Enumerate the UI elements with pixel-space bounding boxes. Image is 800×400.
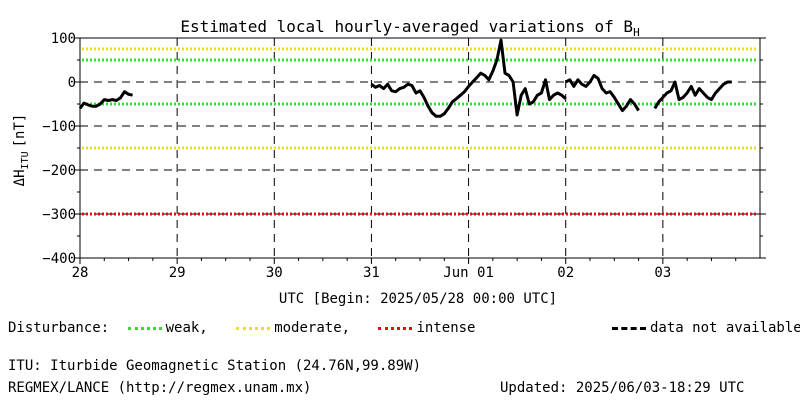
x-tick-label: 28: [72, 265, 89, 281]
legend-weak-label: weak,: [165, 320, 208, 336]
y-axis-label-unit: [nT]: [12, 114, 28, 148]
legend-intense-label: intense: [416, 320, 476, 336]
y-tick-label: −100: [42, 119, 76, 135]
x-tick-label: Jun 01: [443, 265, 494, 281]
intense-swatch: [378, 326, 413, 330]
legend: Disturbance: weak, moderate, intense: [8, 320, 798, 336]
x-tick-label: 03: [654, 265, 671, 281]
y-axis-label: ΔHITU [nT]: [12, 114, 31, 187]
data-line-segment-3: [564, 73, 640, 113]
data-line-segment-2: [370, 38, 567, 118]
moderate-swatch: [236, 326, 271, 330]
y-tick-label: −200: [42, 163, 76, 179]
legend-na: data not available.: [608, 320, 800, 336]
chart-title-main: Estimated local hourly-averaged variatio…: [180, 17, 633, 36]
x-tick-label: 02: [557, 265, 574, 281]
y-axis-label-main: ΔH: [12, 169, 28, 186]
legend-na-label: data not available.: [650, 320, 800, 336]
weak-swatch: [127, 326, 162, 330]
y-tick-label: −400: [42, 251, 76, 267]
data-line-segment-1: [78, 90, 133, 110]
y-tick-label: 0: [68, 75, 76, 91]
chart-title-subscript: H: [633, 26, 640, 39]
source-info: REGMEX/LANCE (http://regmex.unam.mx): [8, 380, 312, 396]
x-tick-label: 30: [266, 265, 283, 281]
chart-title: Estimated local hourly-averaged variatio…: [180, 17, 639, 39]
x-tick-label: 29: [169, 265, 186, 281]
na-swatch: [612, 326, 646, 330]
station-info: ITU: Iturbide Geomagnetic Station (24.76…: [8, 358, 422, 374]
y-tick-label: 100: [51, 31, 76, 47]
updated-timestamp: Updated: 2025/06/03-18:29 UTC: [500, 380, 745, 396]
y-axis-label-subscript: ITU: [20, 151, 31, 169]
y-tick-label: −300: [42, 207, 76, 223]
data-line-segment-4: [653, 80, 732, 110]
legend-title: Disturbance:: [8, 320, 110, 336]
x-axis-label: UTC [Begin: 2025/05/28 00:00 UTC]: [279, 291, 557, 307]
legend-moderate-label: moderate,: [274, 320, 351, 336]
x-tick-label: 31: [363, 265, 380, 281]
